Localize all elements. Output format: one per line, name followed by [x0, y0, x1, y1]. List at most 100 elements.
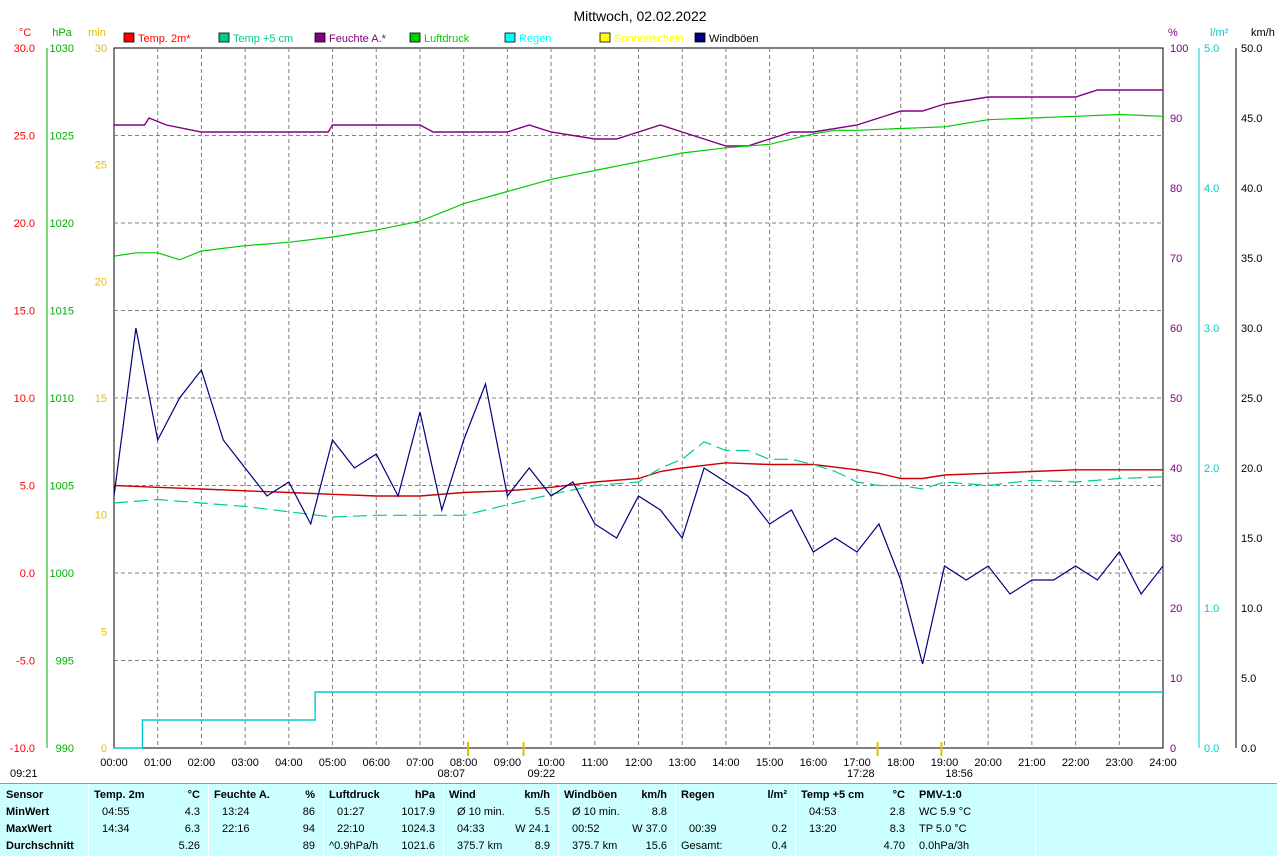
stats-col: Temp +5 cm °C 04:53 2.8 13:20 8.3 4.70: [797, 784, 914, 856]
legend-swatch: [123, 32, 135, 43]
legend-swatch: [314, 32, 326, 43]
x-tick-label: 23:00: [1106, 757, 1134, 769]
stats-cell-label: 04:53: [809, 806, 837, 818]
left-axis-tick: 15: [95, 393, 107, 405]
left-axis-tick: -10.0: [10, 743, 35, 755]
legend-label: Temp. 2m*: [138, 33, 191, 45]
series-line-temp-2m-: [113, 462, 1163, 497]
right-axis-tick: 5.0: [1241, 673, 1256, 685]
left-axis-tick: 1030: [50, 43, 74, 55]
stats-cell-value: 1021.6: [401, 840, 435, 852]
chart-svg: 00:00 01:00 02:00 03:00 04:00 05:00 06:00 07:00…: [10, 8, 1275, 780]
left-axis-tick: 25.0: [14, 131, 35, 143]
left-axis-tick: 1020: [50, 218, 74, 230]
x-tick-label: 01:00: [144, 757, 172, 769]
x-tick-label: 16:00: [800, 757, 828, 769]
series-line-regen: [114, 691, 1163, 749]
left-axis-tick: 5.0: [20, 481, 35, 493]
stats-col-unit: l/m²: [767, 789, 787, 801]
stats-cell-value: 0.2: [771, 823, 787, 835]
left-axis-tick: 1000: [50, 568, 74, 580]
x-tick-label: 20:00: [974, 757, 1002, 769]
left-axis-tick: 20.0: [14, 218, 35, 230]
stats-cell-value: 15.6: [645, 840, 667, 852]
right-axis-tick: 45.0: [1241, 113, 1262, 125]
x-tick-label: 05:00: [319, 757, 347, 769]
x-tick-label: 00:00: [100, 757, 128, 769]
stats-cell-label: 0.0hPa/3h: [919, 840, 970, 852]
stats-cell-value: 1017.9: [401, 806, 435, 818]
stats-col: Regen l/m² 00:39 0.2 Gesamt: 0.4: [677, 784, 796, 856]
x-tick-label: 02:00: [188, 757, 216, 769]
left-axis-tick: 15.0: [14, 306, 35, 318]
stats-cell-label: 14:34: [102, 823, 130, 835]
start-label: 09:21: [10, 768, 38, 780]
left-axis-unit: min: [88, 27, 106, 39]
right-axis-tick: 3.0: [1204, 323, 1219, 335]
stats-cell-value: 0.4: [771, 840, 787, 852]
x-tick-label: 03:00: [231, 757, 259, 769]
x-tick-label: 13:00: [668, 757, 696, 769]
left-axis-tick: 990: [56, 743, 74, 755]
left-axis-tick: 1015: [50, 306, 74, 318]
stats-cell-value: 94: [302, 823, 315, 835]
x-tick-label: 14:00: [712, 757, 740, 769]
stats-cell-label: 375.7 km: [457, 840, 503, 852]
stats-col-title: Luftdruck: [329, 789, 380, 801]
right-axis-tick: 10.0: [1241, 603, 1262, 615]
x-tick-label: 11:00: [581, 757, 608, 769]
stats-cell-value: 8.3: [889, 823, 905, 835]
x-tick-label: 08:00: [450, 757, 478, 769]
stats-cell-value: 4.3: [184, 806, 200, 818]
stats-cell-value: W 37.0: [632, 823, 667, 835]
right-axis-tick: 5.0: [1204, 43, 1219, 55]
right-axis-tick: 30: [1170, 533, 1182, 545]
stats-cell-value: 5.5: [534, 806, 550, 818]
stats-cell-label: 375.7 km: [572, 840, 618, 852]
stats-cell-label: Gesamt:: [681, 840, 723, 852]
stats-col-unit: km/h: [641, 789, 667, 801]
right-axis-tick: 15.0: [1241, 533, 1262, 545]
x-tick-label: 09:00: [494, 757, 522, 769]
right-axis-unit: l/m²: [1210, 27, 1229, 39]
right-axis-tick: 25.0: [1241, 393, 1262, 405]
series-line-temp-5-cm: [113, 441, 1164, 518]
x-tick-label: 17:00: [843, 757, 871, 769]
x-tick-label: 18:00: [887, 757, 915, 769]
stats-col-title: Wind: [449, 789, 476, 801]
left-axis-tick: 0.0: [20, 568, 35, 580]
x-tick-label: 15:00: [756, 757, 784, 769]
stats-col-title: Temp. 2m: [94, 789, 145, 801]
stats-col-unit: hPa: [414, 789, 435, 801]
legend-swatch: [694, 32, 706, 43]
left-axis-tick: 10.0: [14, 393, 35, 405]
right-axis-tick: 80: [1170, 183, 1182, 195]
right-axis-tick: 40.0: [1241, 183, 1262, 195]
legend-swatch: [218, 32, 230, 43]
stats-cell-label: 22:16: [222, 823, 250, 835]
right-axis-tick: 90: [1170, 113, 1182, 125]
stats-cell-label: WC 5.9 °C: [919, 806, 972, 818]
x-tick-label: 12:00: [625, 757, 653, 769]
stats-cell-value: 4.70: [883, 840, 905, 852]
left-axis-unit: °C: [19, 27, 31, 39]
stats-col-title: PMV-1:0: [919, 789, 962, 801]
right-axis-tick: 70: [1170, 253, 1182, 265]
sun-marker-label: 18:56: [945, 768, 973, 780]
stats-table: Sensor MinWert MaxWert Durchschnitt Temp…: [0, 783, 1277, 856]
stats-cell-value: 89: [302, 840, 315, 852]
stats-cell-value: 86: [302, 806, 315, 818]
left-axis-tick: 1025: [50, 131, 74, 143]
left-axis-tick: 10: [95, 510, 107, 522]
right-axis-tick: 35.0: [1241, 253, 1262, 265]
legend-swatch: [504, 32, 516, 43]
left-axis-tick: -5.0: [16, 656, 35, 668]
stats-cell-label: 00:39: [689, 823, 717, 835]
stats-col-title: Regen: [681, 789, 715, 801]
x-tick-label: 24:00: [1149, 757, 1177, 769]
chart-title: Mittwoch, 02.02.2022: [573, 8, 706, 24]
legend-swatch: [409, 32, 421, 43]
stats-cell-label: 04:33: [457, 823, 485, 835]
legend-label: Luftdruck: [424, 33, 470, 45]
stats-cell-value: 8.9: [534, 840, 550, 852]
